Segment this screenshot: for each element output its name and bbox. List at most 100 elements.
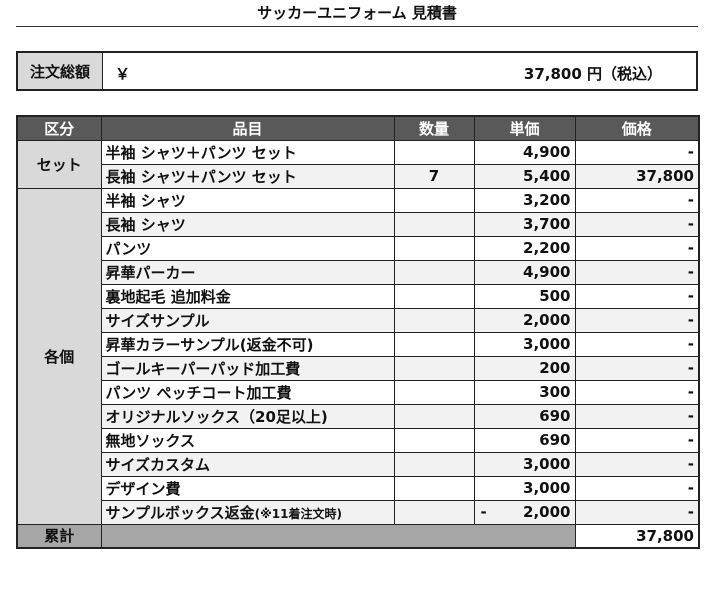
price-cell: - xyxy=(574,307,700,333)
quantity-cell xyxy=(393,307,475,333)
item-name: 無地ソックス xyxy=(105,431,196,450)
unit-price-value: 690 xyxy=(539,431,571,449)
price-cell: - xyxy=(574,355,700,381)
quantity-cell xyxy=(393,235,475,261)
minus-sign: - xyxy=(480,503,487,521)
category-cell: セット xyxy=(16,139,102,189)
item-name: オリジナルソックス（20足以上) xyxy=(105,407,328,426)
order-total-amount: 37,800 円（税込） xyxy=(523,65,662,83)
unit-price-value: 3,700 xyxy=(523,215,571,233)
table-row: 昇華パーカー 4,900- xyxy=(17,259,700,285)
quantity-cell xyxy=(393,379,475,405)
item-name: パンツ xyxy=(105,239,152,258)
table-row: 各個 半袖 シャツ 3,200- xyxy=(16,187,700,525)
item-name: デザイン費 xyxy=(105,479,181,498)
table-row: 昇華カラーサンプル(返金不可) 3,000- xyxy=(17,331,700,357)
quote-table: 区分 品目 数量 単価 価格 セット 半袖 シャツ＋パンツ セット 4,900- 長袖… xyxy=(16,115,700,549)
price-cell: - xyxy=(574,475,700,501)
unit-price-value: 4,900 xyxy=(523,143,571,161)
unit-price-cell: 300 xyxy=(473,379,576,405)
table-row: サイズサンプル 2,000- xyxy=(17,307,700,333)
unit-price-cell: 3,000 xyxy=(473,475,576,501)
item-cell: 裏地起毛 追加料金 xyxy=(100,283,395,309)
unit-price-value: 200 xyxy=(539,359,571,377)
category-cell: 各個 xyxy=(16,187,102,525)
table-row: 裏地起毛 追加料金 500- xyxy=(17,283,700,309)
price-cell: - xyxy=(574,499,700,525)
quantity-cell xyxy=(393,211,475,237)
header-quantity: 数量 xyxy=(393,115,475,141)
price-cell: - xyxy=(574,331,700,357)
unit-price-cell: - 2,000 xyxy=(473,499,576,525)
item-cell: サンプルボックス返金(※11着注文時) xyxy=(100,499,395,525)
item-cell: 昇華カラーサンプル(返金不可) xyxy=(100,331,395,357)
table-row: 長袖 シャツ 3,700- xyxy=(17,211,700,237)
item-cell: ゴールキーパーパッド加工費 xyxy=(100,355,395,381)
item-name: サイズサンプル xyxy=(105,311,210,330)
unit-price-value: 3,000 xyxy=(523,455,571,473)
quantity-cell xyxy=(393,451,475,477)
unit-price-cell: 5,400 xyxy=(473,163,576,189)
quantity-cell xyxy=(393,475,475,501)
summary-spacer xyxy=(100,523,576,549)
order-total-value: ￥ 37,800 円（税込） xyxy=(103,53,696,89)
unit-price-cell: 3,200 xyxy=(473,187,576,213)
price-cell: - xyxy=(574,403,700,429)
item-name: 長袖 シャツ xyxy=(105,215,186,234)
summary-label: 累計 xyxy=(16,523,102,549)
unit-price-cell: 3,000 xyxy=(473,331,576,357)
table-row: ゴールキーパーパッド加工費 200- xyxy=(17,355,700,381)
table-row: サンプルボックス返金(※11着注文時) -2,000- xyxy=(17,499,700,525)
unit-price-value: 3,200 xyxy=(523,191,571,209)
item-cell: パンツ xyxy=(100,235,395,261)
price-cell: - xyxy=(574,235,700,261)
quantity-cell xyxy=(393,259,475,285)
price-cell: - xyxy=(574,259,700,285)
header-item: 品目 xyxy=(100,115,395,141)
header-price: 価格 xyxy=(574,115,700,141)
item-cell: 長袖 シャツ＋パンツ セット xyxy=(100,163,395,189)
quantity-cell xyxy=(393,187,475,213)
price-cell: - xyxy=(574,379,700,405)
item-name: パンツ ぺッチコート加工費 xyxy=(105,383,292,402)
table-row: パンツ ぺッチコート加工費 300- xyxy=(17,379,700,405)
unit-price-cell: 2,000 xyxy=(473,307,576,333)
item-name: ゴールキーパーパッド加工費 xyxy=(105,359,301,378)
table-row: パンツ 2,200- xyxy=(17,235,700,261)
item-name: 昇華パーカー xyxy=(105,263,196,282)
title-underline xyxy=(16,26,698,27)
item-name: 昇華カラーサンプル(返金不可) xyxy=(105,335,314,354)
unit-price-value: 5,400 xyxy=(523,167,571,185)
item-cell: 半袖 シャツ xyxy=(100,187,395,213)
item-cell: デザイン費 xyxy=(100,475,395,501)
order-total-box: 注文総額 ￥ 37,800 円（税込） xyxy=(16,51,698,91)
summary-price: 37,800 xyxy=(574,523,700,549)
item-name: サンプルボックス返金 xyxy=(105,503,255,522)
table-body: セット 半袖 シャツ＋パンツ セット 4,900- 長袖 シャツ＋パンツ セット 7 5,… xyxy=(16,139,700,525)
unit-price-cell: 690 xyxy=(473,427,576,453)
price-cell: - xyxy=(574,187,700,213)
price-cell: 37,800 xyxy=(574,163,700,189)
item-note: (※11着注文時) xyxy=(254,506,342,521)
quantity-cell xyxy=(393,355,475,381)
yen-symbol: ￥ xyxy=(115,65,131,83)
table-row: セット 半袖 シャツ＋パンツ セット 4,900- xyxy=(16,139,700,189)
unit-price-cell: 500 xyxy=(473,283,576,309)
item-cell: 無地ソックス xyxy=(100,427,395,453)
item-name: 裏地起毛 追加料金 xyxy=(105,287,231,306)
quantity-cell: 7 xyxy=(393,163,475,189)
table-row: デザイン費 3,000- xyxy=(17,475,700,501)
item-cell: サイズサンプル xyxy=(100,307,395,333)
unit-price-value: 2,000 xyxy=(523,503,571,521)
unit-price-value: 300 xyxy=(539,383,571,401)
quantity-cell xyxy=(393,403,475,429)
unit-price-value: 690 xyxy=(539,407,571,425)
item-cell: オリジナルソックス（20足以上) xyxy=(100,403,395,429)
unit-price-value: 4,900 xyxy=(523,263,571,281)
unit-price-cell: 690 xyxy=(473,403,576,429)
quantity-cell xyxy=(393,139,475,165)
unit-price-cell: 200 xyxy=(473,355,576,381)
unit-price-cell: 4,900 xyxy=(473,259,576,285)
quantity-cell xyxy=(393,499,475,525)
quantity-cell xyxy=(393,331,475,357)
